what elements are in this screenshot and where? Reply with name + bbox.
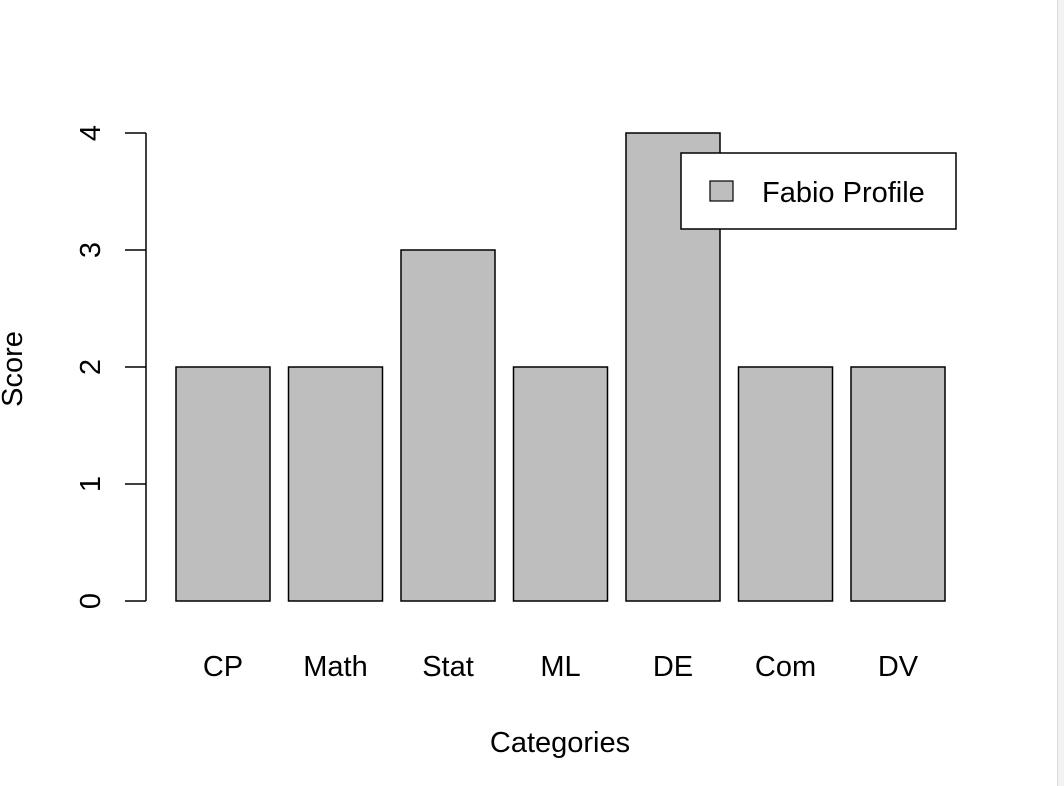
- category-label-de: DE: [653, 651, 693, 683]
- bar-math: [287, 366, 384, 602]
- y-tick-label-2: 2: [75, 359, 107, 375]
- category-label-stat: Stat: [422, 651, 474, 683]
- legend-swatch: [709, 180, 734, 202]
- y-tick-label-4: 4: [75, 125, 107, 141]
- y-tick-label-1: 1: [75, 476, 107, 492]
- legend: Fabio Profile: [680, 152, 957, 230]
- y-axis-label: Score: [0, 331, 29, 407]
- legend-label: Fabio Profile: [762, 177, 925, 209]
- bars-layer: [175, 132, 946, 602]
- y-tick-label-3: 3: [75, 242, 107, 258]
- bar-ml: [512, 366, 609, 602]
- category-label-math: Math: [303, 651, 367, 683]
- category-label-com: Com: [755, 651, 816, 683]
- bar-stat: [400, 249, 496, 602]
- category-label-ml: ML: [540, 651, 580, 683]
- window-edge: [1057, 0, 1064, 786]
- x-axis-label: Categories: [490, 727, 630, 759]
- bar-cp: [175, 366, 271, 602]
- y-axis: 0 1 2 3 4: [75, 125, 147, 609]
- category-labels: CP Math Stat ML DE Com DV: [203, 651, 919, 683]
- category-label-dv: DV: [878, 651, 919, 683]
- bar-com: [737, 366, 834, 602]
- category-label-cp: CP: [203, 651, 243, 683]
- y-tick-label-0: 0: [75, 593, 107, 609]
- bar-dv: [850, 366, 946, 602]
